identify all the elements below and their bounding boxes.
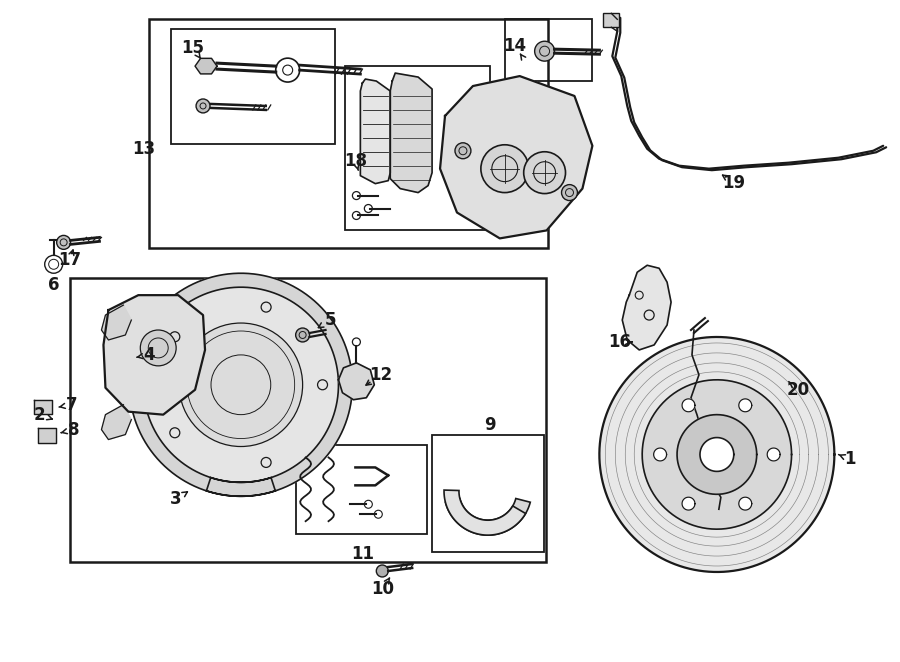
Polygon shape <box>682 497 695 510</box>
Bar <box>149 19 547 248</box>
Text: 4: 4 <box>143 346 155 364</box>
Circle shape <box>179 323 302 446</box>
Polygon shape <box>102 404 131 440</box>
Polygon shape <box>700 438 734 471</box>
Text: 11: 11 <box>351 545 374 563</box>
Polygon shape <box>653 448 667 461</box>
Polygon shape <box>391 73 432 193</box>
Text: 3: 3 <box>170 491 182 508</box>
Polygon shape <box>677 414 757 495</box>
Polygon shape <box>622 265 671 350</box>
Polygon shape <box>440 76 592 238</box>
Text: 1: 1 <box>844 450 856 469</box>
Bar <box>346 66 490 230</box>
Polygon shape <box>130 273 353 496</box>
Circle shape <box>524 152 565 193</box>
Polygon shape <box>599 337 834 572</box>
Polygon shape <box>195 58 217 74</box>
Bar <box>432 434 544 552</box>
Text: 14: 14 <box>503 37 526 55</box>
Polygon shape <box>38 428 56 442</box>
Circle shape <box>562 185 578 201</box>
Circle shape <box>196 99 210 113</box>
Text: 16: 16 <box>608 333 631 351</box>
Polygon shape <box>130 273 353 496</box>
Text: 12: 12 <box>369 366 392 384</box>
Text: 7: 7 <box>66 396 77 414</box>
Text: 5: 5 <box>325 311 337 329</box>
Circle shape <box>535 41 554 61</box>
Polygon shape <box>739 497 752 510</box>
Polygon shape <box>767 448 780 461</box>
Text: 8: 8 <box>68 420 79 439</box>
Polygon shape <box>739 399 752 412</box>
Text: 10: 10 <box>371 580 394 598</box>
Circle shape <box>296 328 310 342</box>
Polygon shape <box>34 400 51 414</box>
Bar <box>505 19 592 81</box>
Polygon shape <box>446 498 530 535</box>
Bar <box>296 444 428 534</box>
Text: 17: 17 <box>58 252 81 269</box>
Text: 9: 9 <box>484 416 496 434</box>
Text: 15: 15 <box>182 39 204 57</box>
Text: 20: 20 <box>787 381 810 399</box>
Circle shape <box>140 330 176 366</box>
Text: 19: 19 <box>722 173 745 191</box>
Circle shape <box>57 236 70 250</box>
Polygon shape <box>682 399 695 412</box>
Polygon shape <box>104 295 205 414</box>
Text: 2: 2 <box>34 406 46 424</box>
Polygon shape <box>444 490 526 535</box>
Polygon shape <box>360 79 391 183</box>
Circle shape <box>455 143 471 159</box>
Text: 13: 13 <box>131 140 155 158</box>
Bar <box>603 13 619 27</box>
Circle shape <box>481 145 528 193</box>
Polygon shape <box>643 380 792 529</box>
Text: 18: 18 <box>344 152 367 169</box>
Circle shape <box>376 565 388 577</box>
Bar <box>69 278 545 562</box>
Text: 6: 6 <box>48 276 59 294</box>
Polygon shape <box>338 363 374 400</box>
Bar <box>171 29 336 144</box>
Polygon shape <box>102 305 131 340</box>
